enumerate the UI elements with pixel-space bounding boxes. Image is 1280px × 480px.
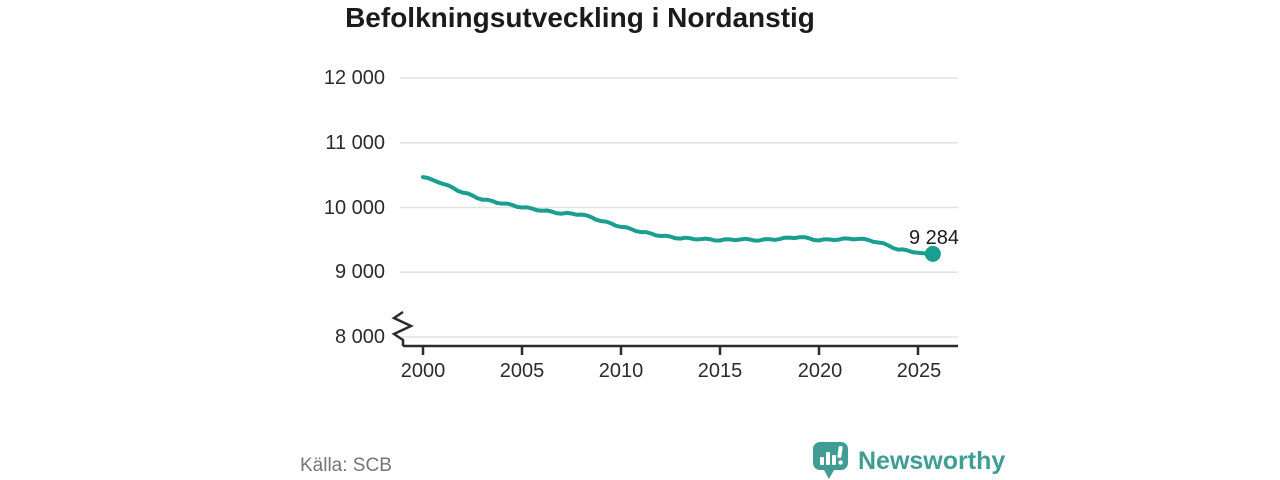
x-axis-tick-label: 2025 [896, 360, 942, 382]
last-value-data-label: 9 284 [908, 227, 960, 249]
y-axis-tick-label: 11 000 [325, 132, 385, 154]
x-axis-tick-label: 2015 [697, 360, 743, 382]
x-axis-tick-label: 2010 [598, 360, 644, 382]
newsworthy-wordmark: Newsworthy [858, 446, 1006, 475]
y-axis-tick-label: 12 000 [323, 67, 385, 89]
page-title: Befolkningsutveckling i Nordanstig [345, 2, 815, 33]
x-axis-tick-label: 2020 [797, 360, 843, 382]
x-axis [403, 344, 958, 355]
x-axis-tick-label: 2000 [400, 360, 446, 382]
y-axis-tick-label: 8 000 [334, 326, 385, 348]
newsworthy-logo: Newsworthy [812, 441, 1005, 480]
y-axis-tick-label: 10 000 [323, 197, 385, 219]
population-line-series [421, 175, 941, 262]
x-axis-tick-label: 2005 [499, 360, 545, 382]
gridlines [400, 77, 958, 338]
newsworthy-speech-bubble-chart-icon [813, 442, 848, 479]
y-axis-tick-label: 9 000 [334, 261, 385, 283]
source-attribution: Källa: SCB [300, 455, 392, 476]
y-axis-break-icon [391, 310, 414, 346]
